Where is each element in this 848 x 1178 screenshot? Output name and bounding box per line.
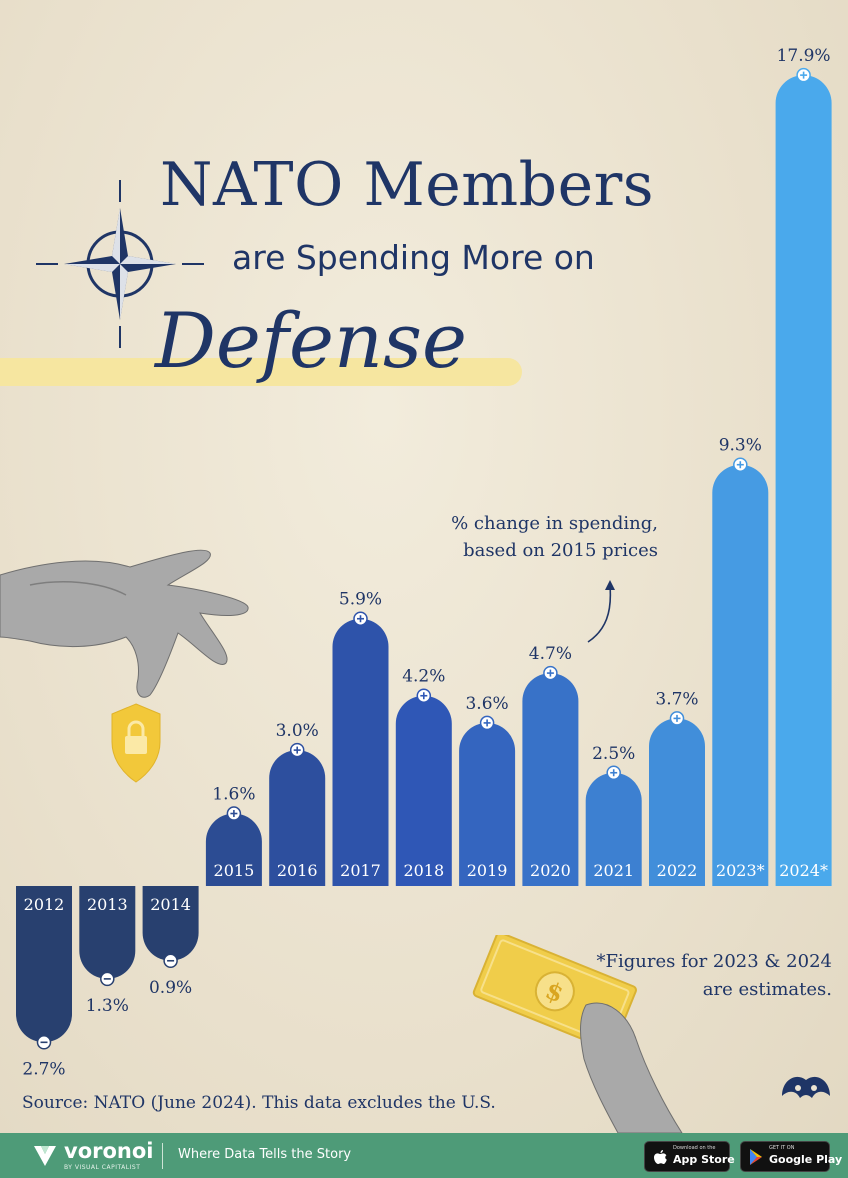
bar bbox=[142, 886, 199, 961]
data-label: 3.6% bbox=[465, 694, 508, 714]
app-store-button[interactable]: Download on the App Store bbox=[644, 1141, 735, 1172]
x-tick-label: 2024* bbox=[779, 861, 828, 880]
app-store-caption: Download on the bbox=[673, 1145, 716, 1151]
data-label: 5.9% bbox=[339, 590, 382, 610]
x-tick-label: 2015 bbox=[214, 861, 255, 880]
title-highlight bbox=[0, 358, 522, 386]
bar bbox=[16, 886, 72, 1043]
bar bbox=[79, 886, 136, 979]
estimates-note: *Figures for 2023 & 2024 are estimates. bbox=[596, 951, 833, 1000]
google-play-caption: GET IT ON bbox=[769, 1145, 795, 1151]
bar bbox=[712, 464, 769, 886]
x-tick-label: 2016 bbox=[277, 861, 318, 880]
annotation-arrow bbox=[587, 580, 615, 643]
footer-tagline: Where Data Tells the Story bbox=[178, 1147, 352, 1162]
app-store-label: App Store bbox=[673, 1153, 735, 1166]
data-label: 1.6% bbox=[212, 785, 255, 805]
nato-compass-icon bbox=[36, 180, 204, 352]
play-icon bbox=[750, 1149, 762, 1165]
page-title: NATO Members bbox=[160, 150, 655, 220]
x-tick-label: 2013 bbox=[87, 895, 128, 914]
data-label: 9.3% bbox=[719, 436, 762, 456]
data-label: 1.3% bbox=[86, 996, 129, 1016]
bar bbox=[585, 772, 642, 886]
bar bbox=[649, 718, 705, 886]
x-tick-label: 2012 bbox=[24, 895, 65, 914]
data-label: 3.0% bbox=[276, 721, 319, 741]
footer-divider bbox=[162, 1143, 163, 1169]
data-label: 0.9% bbox=[149, 978, 192, 998]
voronoi-logo-icon bbox=[34, 1146, 56, 1166]
data-label: 2.7% bbox=[22, 1059, 65, 1079]
footer-bar: voronoi BY VISUAL CAPITALIST Where Data … bbox=[0, 1133, 848, 1178]
data-label: 17.9% bbox=[777, 46, 831, 66]
x-tick-label: 2023* bbox=[716, 861, 765, 880]
x-tick-label: 2021 bbox=[593, 861, 634, 880]
x-tick-label: 2017 bbox=[340, 861, 381, 880]
brand-subtitle: BY VISUAL CAPITALIST bbox=[64, 1164, 141, 1171]
data-label: 2.5% bbox=[592, 744, 635, 764]
bar bbox=[332, 618, 389, 886]
cash-icon: $ bbox=[472, 935, 683, 1133]
bar bbox=[775, 75, 832, 886]
chart-annotation: % change in spending, based on 2015 pric… bbox=[451, 513, 658, 561]
data-label: 4.2% bbox=[402, 667, 445, 687]
visual-capitalist-logo-icon bbox=[782, 1076, 830, 1098]
x-tick-label: 2019 bbox=[467, 861, 508, 880]
x-tick-label: 2020 bbox=[530, 861, 571, 880]
hand-icon bbox=[0, 549, 249, 698]
page-subtitle: are Spending More on bbox=[232, 238, 595, 277]
apple-icon bbox=[654, 1150, 667, 1164]
lock-shield-icon bbox=[111, 703, 161, 783]
bar bbox=[205, 813, 262, 886]
x-tick-label: 2022 bbox=[657, 861, 698, 880]
page-title-emphasis: Defense bbox=[155, 296, 467, 385]
data-label: 4.7% bbox=[529, 644, 572, 664]
google-play-label: Google Play bbox=[769, 1153, 843, 1166]
data-label: 3.7% bbox=[655, 689, 698, 709]
bar bbox=[395, 695, 452, 886]
google-play-button[interactable]: GET IT ON Google Play bbox=[740, 1141, 842, 1172]
source-note: Source: NATO (June 2024). This data excl… bbox=[22, 1093, 496, 1113]
bar bbox=[522, 673, 579, 886]
brand-name: voronoi bbox=[64, 1139, 154, 1163]
bar bbox=[269, 750, 326, 886]
x-tick-label: 2014 bbox=[150, 895, 191, 914]
bar bbox=[459, 722, 516, 886]
x-tick-label: 2018 bbox=[403, 861, 444, 880]
